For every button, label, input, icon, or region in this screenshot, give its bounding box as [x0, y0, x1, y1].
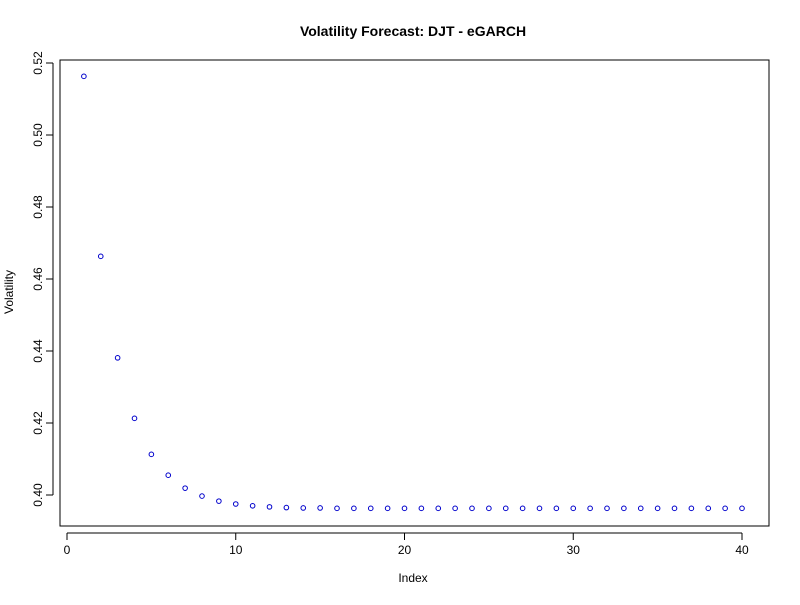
- data-point: [621, 505, 627, 512]
- data-point: [384, 505, 391, 512]
- data-point: [435, 505, 442, 512]
- data-point: [587, 505, 593, 512]
- y-axis: 0.40 0.42 0.44 0.46 0.48 0.50 0.52: [31, 51, 54, 507]
- y-tick-label: 0.48: [31, 195, 45, 219]
- data-point: [300, 505, 307, 511]
- data-point: [232, 501, 239, 507]
- data-point: [705, 505, 712, 512]
- data-point: [519, 505, 526, 512]
- x-tick-label: 0: [64, 543, 71, 557]
- y-axis-label: Volatility: [2, 270, 16, 314]
- chart-title: Volatility Forecast: DJT - eGARCH: [300, 23, 526, 39]
- data-point: [570, 505, 577, 512]
- data-points: [81, 73, 745, 512]
- y-tick-label: 0.42: [31, 411, 45, 435]
- x-tick-label: 40: [735, 543, 749, 557]
- y-tick-label: 0.46: [31, 267, 45, 291]
- data-point: [536, 505, 543, 512]
- data-point: [553, 505, 560, 512]
- y-tick-label: 0.52: [31, 51, 45, 75]
- x-axis-label: Index: [398, 571, 427, 585]
- data-point: [131, 415, 138, 422]
- y-tick-label: 0.40: [31, 483, 45, 507]
- data-point: [452, 505, 458, 512]
- data-point: [317, 505, 323, 511]
- x-tick-label: 20: [398, 543, 412, 557]
- x-axis: 0 10 20 30 40: [64, 532, 749, 557]
- data-point: [418, 505, 425, 512]
- y-tick-label: 0.44: [31, 339, 45, 363]
- data-point: [604, 505, 610, 512]
- data-point: [114, 355, 121, 361]
- data-point: [367, 505, 374, 512]
- data-point: [165, 472, 172, 479]
- data-point: [266, 504, 273, 510]
- data-point: [637, 505, 644, 512]
- data-point: [351, 505, 357, 512]
- data-point: [334, 505, 340, 512]
- data-point: [182, 485, 188, 491]
- data-point: [722, 505, 728, 512]
- data-point: [688, 505, 695, 512]
- data-point: [216, 498, 222, 504]
- data-point: [486, 505, 492, 512]
- x-tick-label: 30: [567, 543, 581, 557]
- data-point: [401, 505, 408, 512]
- data-point: [199, 493, 205, 499]
- data-point: [97, 253, 104, 260]
- data-point: [654, 505, 661, 512]
- data-point: [148, 451, 155, 458]
- y-tick-label: 0.50: [31, 123, 45, 147]
- data-point: [81, 73, 87, 80]
- data-point: [469, 505, 475, 512]
- data-point: [671, 505, 678, 512]
- data-point: [249, 503, 256, 509]
- data-point: [502, 505, 509, 512]
- x-tick-label: 10: [229, 543, 243, 557]
- data-point: [283, 504, 290, 511]
- plot-area: [59, 59, 770, 527]
- data-point: [739, 505, 745, 512]
